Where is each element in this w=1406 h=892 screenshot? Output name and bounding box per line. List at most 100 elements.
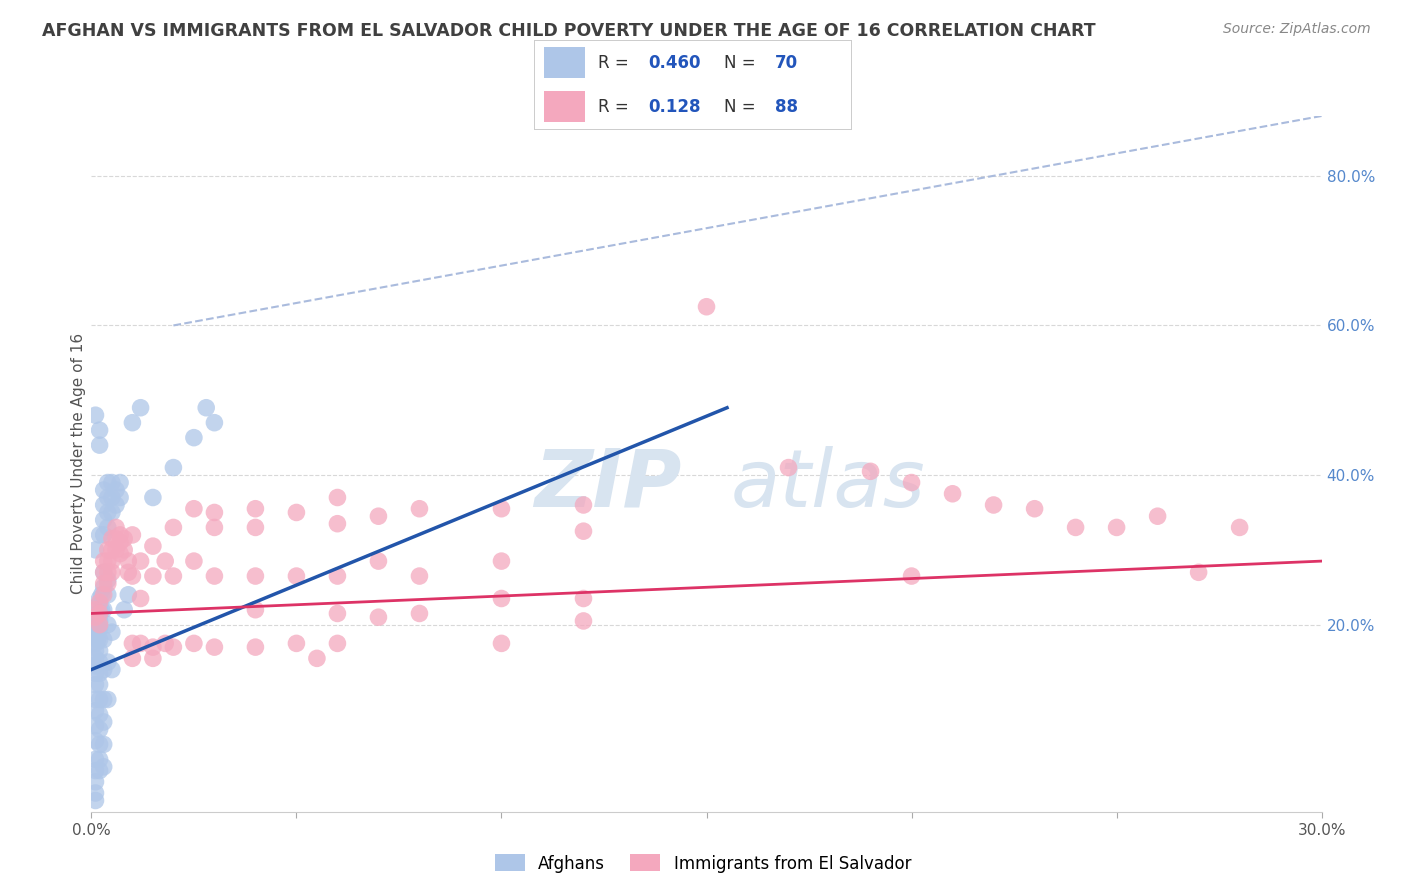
Point [121, 651, 143, 665]
Point [84, 677, 107, 691]
Point [84, 666, 107, 681]
Point [129, 554, 152, 568]
Text: R =: R = [598, 97, 638, 116]
Point [93, 663, 115, 677]
Point [93, 483, 115, 497]
Point [101, 625, 124, 640]
Point [572, 591, 595, 606]
Point [900, 475, 922, 490]
Text: 70: 70 [775, 54, 797, 72]
Point [101, 566, 124, 580]
Point [142, 651, 165, 665]
Point [491, 554, 513, 568]
Point [89, 666, 111, 681]
Point [84, 603, 107, 617]
Text: 0.460: 0.460 [648, 54, 700, 72]
Point [305, 651, 328, 665]
Point [983, 498, 1005, 512]
Point [93, 603, 115, 617]
Point [93, 588, 115, 602]
Point [84, 692, 107, 706]
Point [97, 588, 120, 602]
Point [93, 714, 115, 729]
Point [97, 576, 120, 591]
Point [1105, 520, 1128, 534]
Point [89, 591, 111, 606]
Point [142, 539, 165, 553]
Point [183, 501, 205, 516]
Y-axis label: Child Poverty Under the Age of 16: Child Poverty Under the Age of 16 [70, 334, 86, 594]
Point [97, 573, 120, 587]
Point [1229, 520, 1251, 534]
Point [90, 603, 112, 617]
Point [97, 506, 120, 520]
Point [84, 704, 107, 718]
Point [105, 483, 127, 497]
Point [84, 786, 107, 800]
Point [162, 640, 184, 654]
Point [108, 475, 131, 490]
Point [245, 640, 267, 654]
Point [84, 629, 107, 643]
Point [89, 655, 111, 669]
Point [183, 636, 205, 650]
Bar [544, 91, 585, 122]
Point [1024, 501, 1046, 516]
Text: atlas: atlas [731, 446, 927, 524]
Point [105, 532, 127, 546]
Point [97, 554, 120, 568]
Point [105, 520, 127, 534]
Point [245, 569, 267, 583]
Point [89, 764, 111, 778]
Point [97, 491, 120, 505]
Point [142, 640, 165, 654]
Point [142, 491, 165, 505]
Point [153, 554, 177, 568]
Point [285, 569, 308, 583]
Text: AFGHAN VS IMMIGRANTS FROM EL SALVADOR CHILD POVERTY UNDER THE AGE OF 16 CORRELAT: AFGHAN VS IMMIGRANTS FROM EL SALVADOR CH… [42, 22, 1095, 40]
Point [89, 692, 111, 706]
Point [93, 580, 115, 594]
Point [491, 591, 513, 606]
Point [93, 566, 115, 580]
Point [202, 569, 225, 583]
Point [153, 636, 177, 650]
Point [142, 569, 165, 583]
Point [108, 491, 131, 505]
Point [112, 542, 135, 557]
Point [97, 692, 120, 706]
Point [89, 617, 111, 632]
Point [89, 707, 111, 722]
Point [245, 520, 267, 534]
Point [859, 464, 882, 478]
Point [101, 491, 124, 505]
Point [89, 677, 111, 691]
Point [105, 542, 127, 557]
Text: 0.128: 0.128 [648, 97, 700, 116]
Point [89, 614, 111, 628]
Point [84, 644, 107, 658]
Point [572, 524, 595, 538]
Point [84, 542, 107, 557]
Point [93, 632, 115, 647]
Point [367, 554, 389, 568]
Point [93, 576, 115, 591]
Point [117, 588, 139, 602]
Point [93, 528, 115, 542]
Point [695, 300, 717, 314]
Bar [544, 47, 585, 78]
Point [121, 569, 143, 583]
Point [93, 498, 115, 512]
Point [86, 610, 108, 624]
Point [89, 603, 111, 617]
Point [572, 498, 595, 512]
Text: 88: 88 [775, 97, 797, 116]
Point [491, 501, 513, 516]
Point [900, 569, 922, 583]
Point [93, 692, 115, 706]
Text: Source: ZipAtlas.com: Source: ZipAtlas.com [1223, 22, 1371, 37]
Point [183, 554, 205, 568]
Point [408, 607, 430, 621]
Point [129, 591, 152, 606]
Point [89, 644, 111, 658]
